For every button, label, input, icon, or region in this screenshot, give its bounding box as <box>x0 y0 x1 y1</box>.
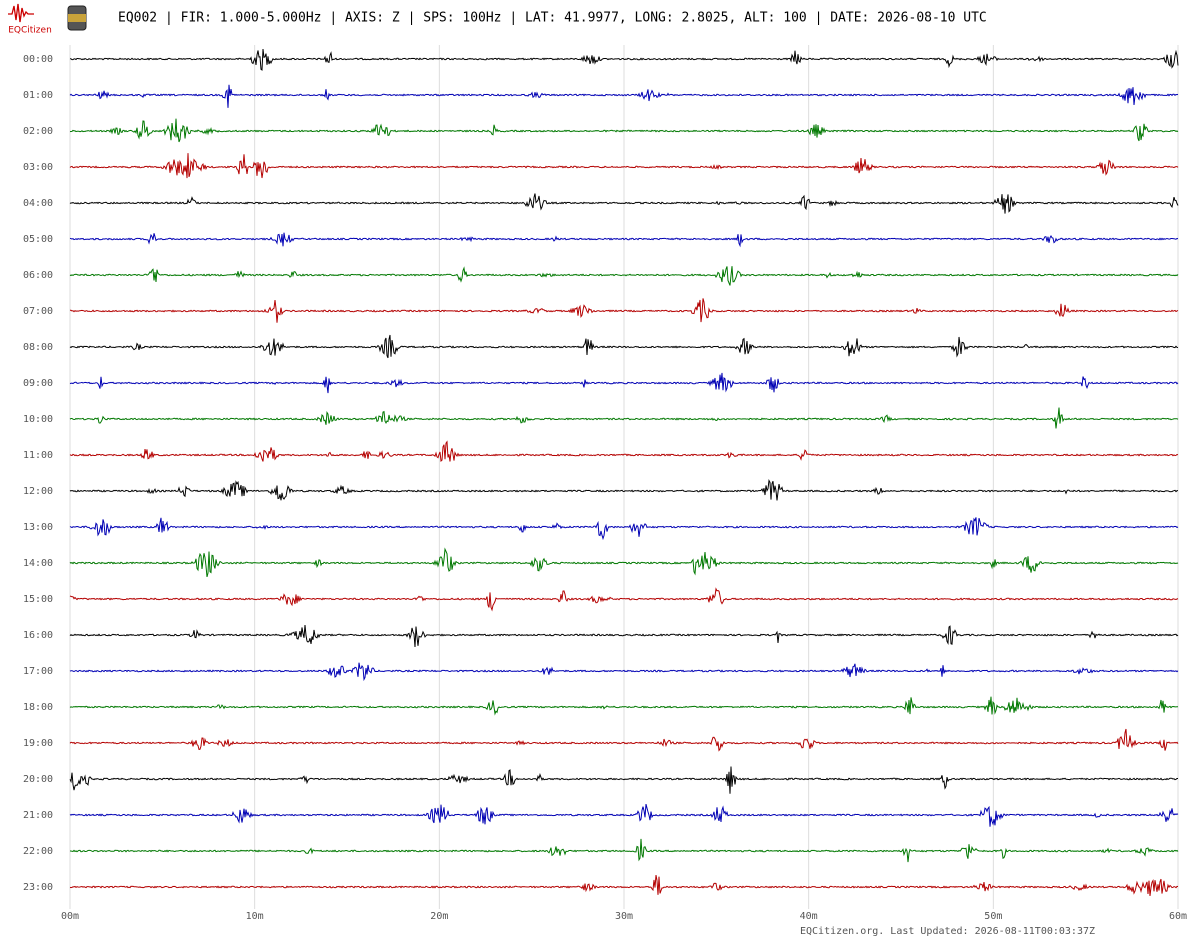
trace <box>69 547 1179 578</box>
row-label: 08:00 <box>23 342 53 353</box>
trace <box>69 440 1179 463</box>
row-label: 12:00 <box>23 486 53 497</box>
trace <box>69 766 1178 794</box>
row-label: 00:00 <box>23 54 53 65</box>
trace <box>69 372 1179 394</box>
trace <box>69 479 1178 501</box>
trace <box>69 48 1179 71</box>
x-tick-label: 30m <box>615 911 633 922</box>
trace <box>69 84 1179 108</box>
x-tick-label: 60m <box>1169 911 1187 922</box>
trace <box>69 407 1179 429</box>
trace <box>69 728 1179 752</box>
trace <box>69 266 1179 286</box>
trace <box>69 625 1179 648</box>
row-label: 03:00 <box>23 162 53 173</box>
trace <box>70 838 1179 863</box>
row-label: 04:00 <box>23 198 53 209</box>
row-label: 23:00 <box>23 882 53 893</box>
row-label: 05:00 <box>23 234 53 245</box>
trace <box>69 153 1179 179</box>
trace <box>69 587 1179 612</box>
logo: EQCitizen <box>8 3 87 36</box>
row-label: 09:00 <box>23 378 53 389</box>
row-label: 20:00 <box>23 774 53 785</box>
row-label: 01:00 <box>23 90 53 101</box>
x-tick-label: 50m <box>984 911 1002 922</box>
x-tick-label: 10m <box>246 911 264 922</box>
trace <box>69 875 1179 897</box>
trace <box>69 232 1179 248</box>
logo-text: EQCitizen <box>8 26 52 36</box>
header-title: EQ002 | FIR: 1.000-5.000Hz | AXIS: Z | S… <box>118 11 987 26</box>
row-label: 15:00 <box>23 594 53 605</box>
row-label: 10:00 <box>23 414 53 425</box>
trace <box>69 803 1179 827</box>
x-tick-label: 40m <box>800 911 818 922</box>
trace <box>69 696 1179 716</box>
row-label: 16:00 <box>23 630 53 641</box>
row-label: 07:00 <box>23 306 53 317</box>
row-label: 18:00 <box>23 702 53 713</box>
x-tick-label: 00m <box>61 911 79 922</box>
row-label: 11:00 <box>23 450 53 461</box>
row-label: 21:00 <box>23 810 53 821</box>
row-label: 06:00 <box>23 270 53 281</box>
logo-band <box>68 14 86 22</box>
trace <box>69 193 1179 214</box>
row-label: 19:00 <box>23 738 53 749</box>
x-tick-label: 20m <box>430 911 448 922</box>
trace <box>70 298 1179 323</box>
row-label: 22:00 <box>23 846 53 857</box>
trace <box>69 662 1179 682</box>
logo-wave <box>8 3 34 23</box>
trace <box>69 517 1179 541</box>
trace <box>69 118 1179 143</box>
row-label: 14:00 <box>23 558 53 569</box>
row-label: 17:00 <box>23 666 53 677</box>
row-label: 02:00 <box>23 126 53 137</box>
trace <box>69 334 1179 359</box>
footer: EQCitizen.org. Last Updated: 2026-08-11T… <box>800 926 1095 937</box>
row-label: 13:00 <box>23 522 53 533</box>
